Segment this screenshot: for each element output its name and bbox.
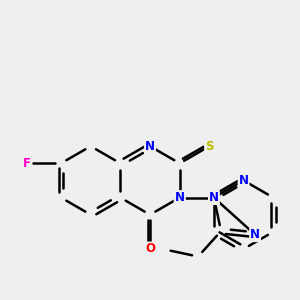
Text: N: N	[175, 191, 185, 204]
Text: N: N	[238, 174, 249, 187]
Text: O: O	[145, 242, 155, 256]
Text: F: F	[23, 157, 31, 170]
Text: N: N	[209, 191, 219, 204]
Text: N: N	[145, 140, 155, 153]
Text: S: S	[205, 140, 214, 153]
Text: N: N	[250, 228, 260, 241]
